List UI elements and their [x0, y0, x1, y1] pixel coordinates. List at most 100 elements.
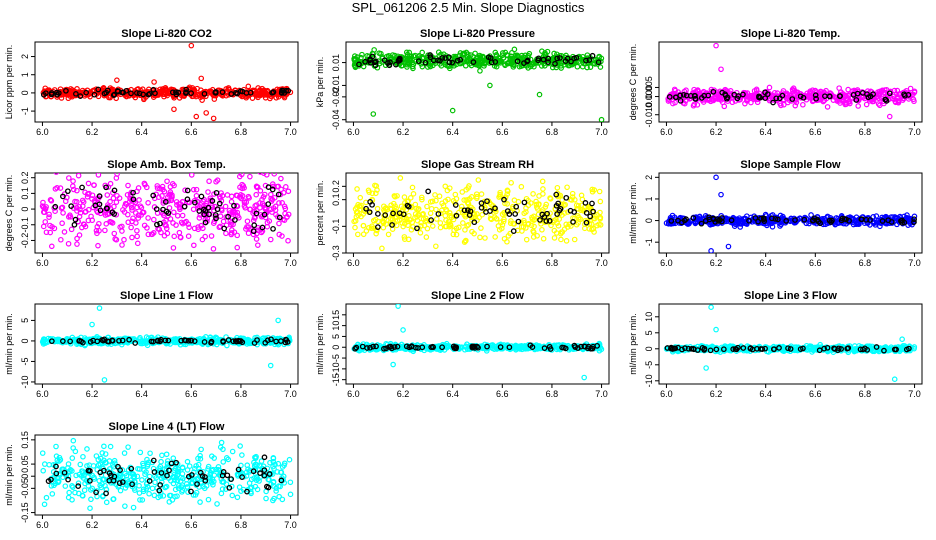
data-point	[836, 95, 842, 102]
data-point	[146, 338, 153, 345]
data-point	[48, 243, 55, 250]
data-point	[77, 210, 84, 216]
data-point	[415, 206, 422, 212]
x-tick-label: 6.2	[397, 258, 410, 268]
data-point	[489, 342, 496, 348]
data-point	[222, 203, 229, 210]
data-point	[285, 188, 292, 195]
y-tick-label: -5	[20, 357, 30, 365]
data-point	[132, 210, 139, 216]
data-point	[478, 191, 485, 197]
x-tick-label: 6.2	[86, 127, 99, 137]
y-tick-label: -1	[20, 107, 30, 115]
data-point	[530, 234, 537, 240]
data-point	[556, 192, 562, 199]
data-point	[405, 222, 411, 229]
y-tick-label: 2	[20, 54, 30, 59]
data-point	[597, 64, 604, 70]
reference-point	[396, 55, 403, 62]
data-point	[551, 50, 557, 57]
reference-point	[706, 214, 712, 221]
outlier-point	[718, 191, 724, 198]
reference-point	[232, 217, 238, 223]
reference-point	[595, 59, 602, 66]
reference-point	[173, 89, 179, 96]
data-point	[42, 219, 49, 225]
reference-point	[67, 338, 73, 345]
x-tick-label: 6.4	[446, 258, 459, 268]
reference-point	[515, 218, 522, 225]
reference-point	[63, 87, 69, 94]
reference-point	[110, 92, 117, 98]
reference-point	[259, 224, 266, 231]
data-point	[223, 230, 229, 237]
reference-point	[265, 184, 272, 190]
data-point	[210, 246, 217, 252]
data-point	[447, 221, 454, 228]
x-tick-label: 6.2	[86, 258, 99, 268]
data-point	[112, 236, 118, 242]
reference-point	[262, 339, 269, 346]
reference-point	[755, 218, 761, 225]
data-point	[521, 342, 528, 349]
data-point	[276, 220, 282, 227]
data-point	[824, 104, 831, 110]
reference-point	[698, 220, 705, 227]
data-point	[228, 198, 235, 205]
data-point	[254, 184, 260, 191]
reference-point	[724, 94, 731, 101]
outlier-point	[370, 111, 377, 117]
reference-point	[813, 95, 819, 102]
data-point	[164, 194, 171, 201]
data-point	[185, 233, 192, 239]
reference-point	[710, 88, 717, 95]
data-point	[252, 203, 258, 209]
plot-title: Slope Gas Stream RH	[421, 159, 534, 171]
data-point	[510, 220, 517, 227]
data-point	[51, 225, 58, 232]
data-point	[269, 209, 275, 215]
data-point	[96, 227, 102, 234]
data-point	[188, 173, 195, 178]
data-point	[373, 190, 379, 197]
data-point	[237, 194, 244, 200]
data-point	[138, 212, 145, 218]
data-point	[551, 235, 558, 241]
reference-point	[698, 94, 705, 101]
data-point	[154, 185, 161, 191]
data-point	[121, 209, 128, 215]
reference-point	[206, 211, 212, 218]
data-point	[141, 222, 148, 229]
data-point	[433, 206, 439, 213]
outlier-point	[114, 77, 120, 83]
data-point	[875, 101, 882, 107]
reference-point	[529, 344, 536, 350]
data-point	[153, 191, 159, 198]
data-point	[581, 225, 588, 232]
data-point	[193, 186, 200, 193]
data-point	[167, 216, 174, 222]
data-point	[597, 198, 604, 205]
data-point	[535, 211, 542, 218]
data-point	[190, 206, 197, 213]
data-point	[194, 91, 201, 98]
data-point	[135, 215, 142, 221]
data-point	[502, 49, 509, 56]
data-point	[63, 338, 70, 344]
data-point	[792, 102, 799, 109]
data-point	[564, 209, 571, 215]
reference-point	[761, 218, 768, 224]
data-point	[113, 175, 120, 181]
data-point	[40, 209, 47, 215]
data-point	[530, 228, 536, 234]
data-point	[47, 197, 54, 203]
outlier-point	[598, 116, 605, 122]
data-point	[134, 86, 140, 93]
data-point	[778, 102, 784, 109]
reference-point	[214, 206, 221, 213]
x-tick-label: 6.8	[859, 127, 872, 137]
reference-point	[101, 90, 108, 97]
data-point	[198, 222, 204, 229]
data-point	[174, 338, 181, 344]
